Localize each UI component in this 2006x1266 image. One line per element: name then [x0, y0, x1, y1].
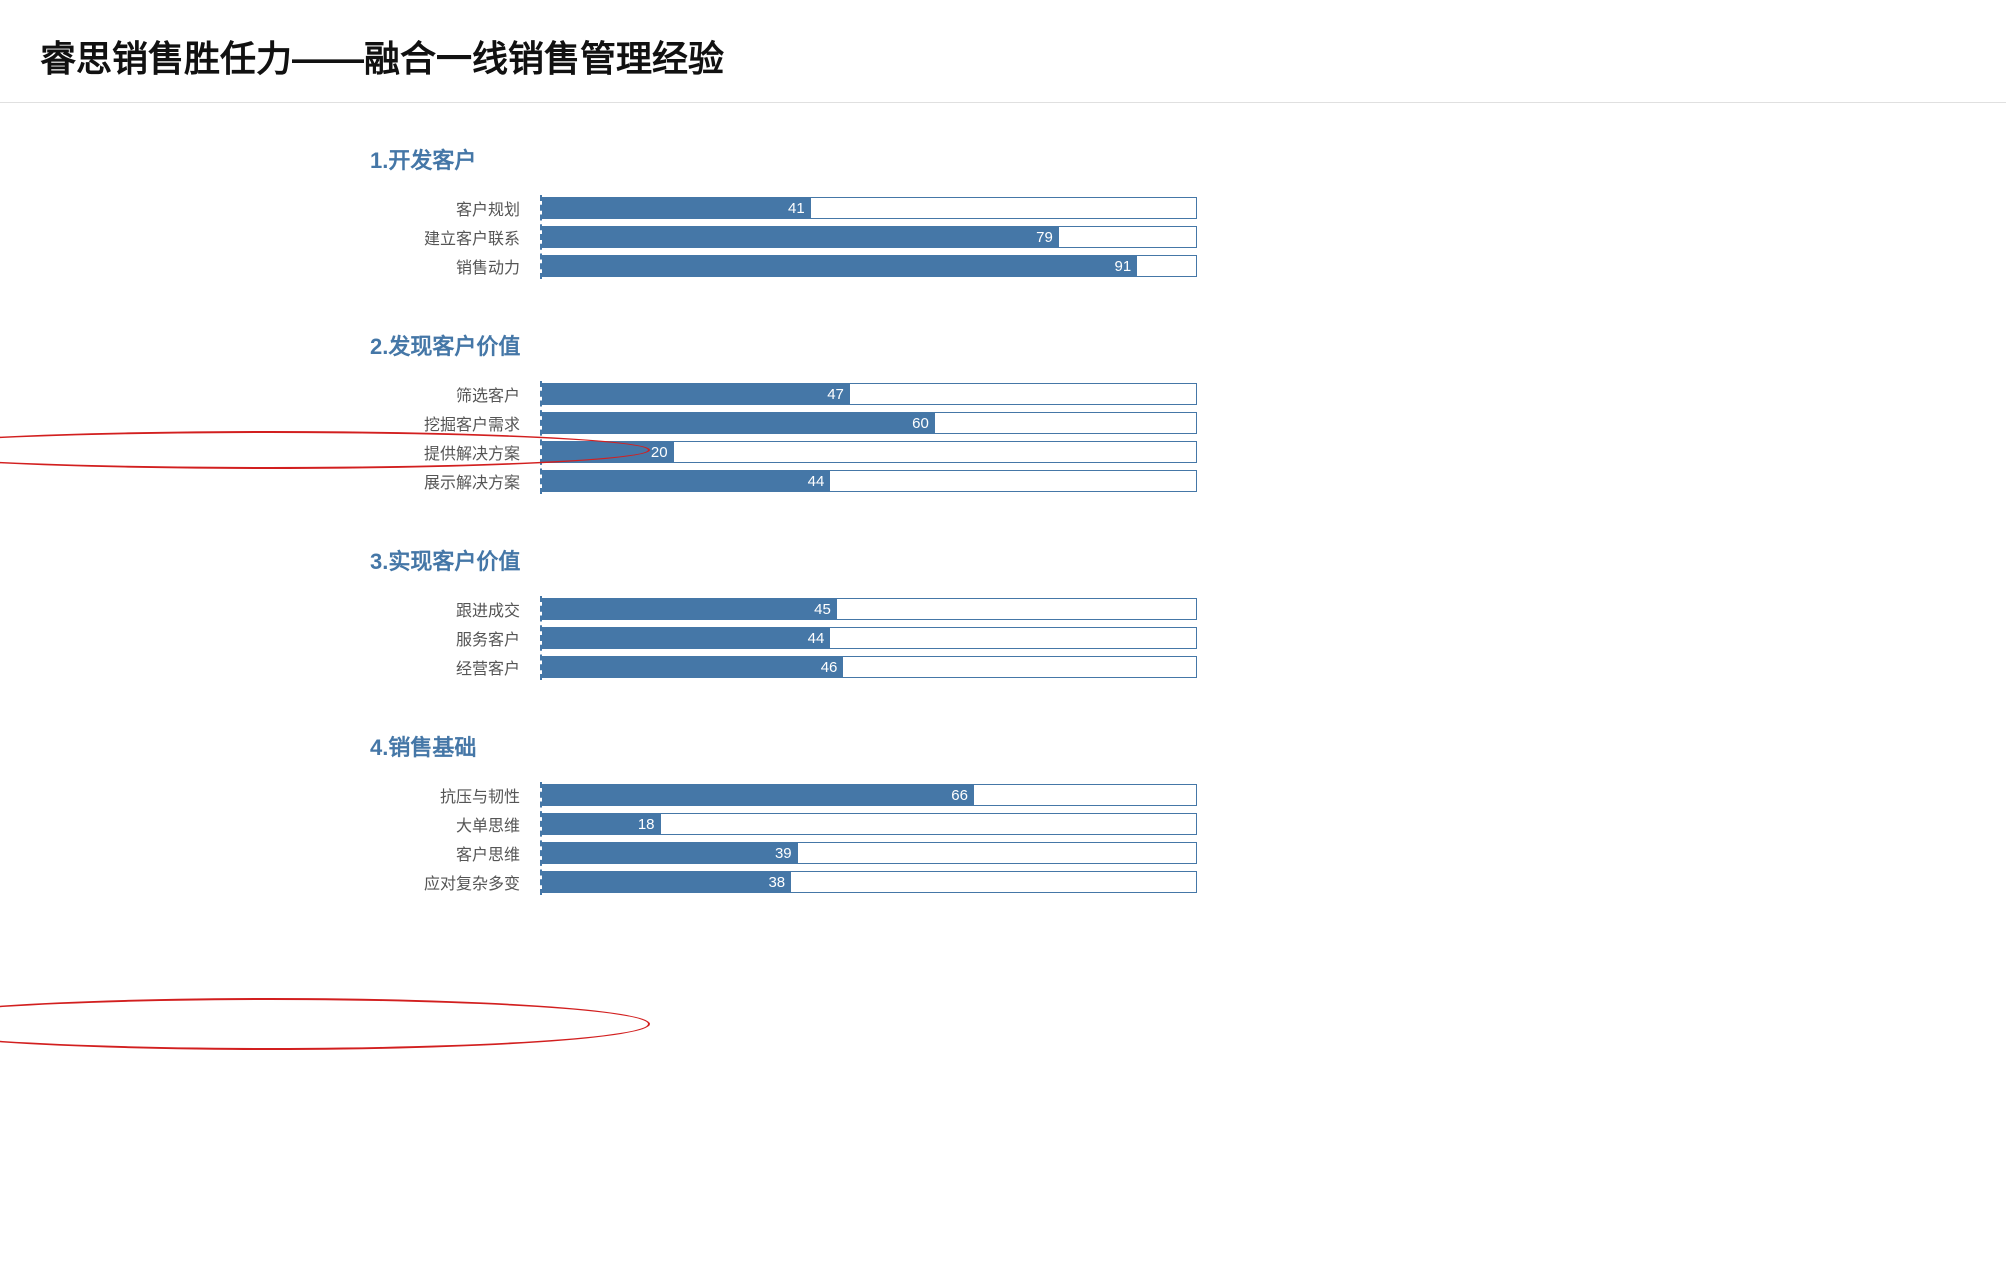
bar-label: 服务客户	[382, 626, 532, 650]
bar-track: 20	[542, 441, 1197, 463]
bar-fill: 44	[543, 471, 830, 491]
section-title: 4.销售基础	[370, 730, 1946, 762]
chart-section: 2.发现客户价值筛选客户47挖掘客户需求60提供解决方案20展示解决方案44	[370, 329, 1946, 494]
bar-fill: 44	[543, 628, 830, 648]
bar-fill: 60	[543, 413, 935, 433]
bar-label: 客户规划	[382, 196, 532, 220]
chart-section: 3.实现客户价值跟进成交45服务客户44经营客户46	[370, 544, 1946, 680]
bar-label: 提供解决方案	[382, 440, 532, 464]
page-header: 睿思销售胜任力——融合一线销售管理经验	[0, 0, 2006, 103]
bar-track: 45	[542, 598, 1197, 620]
bar-track: 18	[542, 813, 1197, 835]
section-title: 1.开发客户	[370, 143, 1946, 175]
bar-row: 客户规划41	[542, 195, 1946, 221]
bars-group: 抗压与韧性66 大单思维18 客户思维39 应对复杂多变38	[540, 782, 1946, 895]
bar-fill: 47	[543, 384, 850, 404]
bar-row: 抗压与韧性66	[542, 782, 1946, 808]
bar-row: 服务客户44	[542, 625, 1946, 651]
bar-row: 应对复杂多变38	[542, 869, 1946, 895]
bar-track: 79	[542, 226, 1197, 248]
bar-label: 抗压与韧性	[382, 783, 532, 807]
chart-section: 4.销售基础抗压与韧性66大单思维18客户思维39应对复杂多变38	[370, 730, 1946, 895]
bar-track: 38	[542, 871, 1197, 893]
bar-label: 客户思维	[382, 841, 532, 865]
bar-label: 建立客户联系	[382, 225, 532, 249]
bar-label: 经营客户	[382, 655, 532, 679]
bar-fill: 18	[543, 814, 661, 834]
bar-row: 大单思维18	[542, 811, 1946, 837]
bar-fill: 38	[543, 872, 791, 892]
bar-label: 销售动力	[382, 254, 532, 278]
chart-section: 1.开发客户客户规划41建立客户联系79销售动力91	[370, 143, 1946, 279]
bar-label: 跟进成交	[382, 597, 532, 621]
bar-fill: 79	[543, 227, 1059, 247]
bars-group: 筛选客户47 挖掘客户需求60 提供解决方案20 展示解决方案44	[540, 381, 1946, 494]
bar-track: 44	[542, 470, 1197, 492]
bar-row: 提供解决方案20	[542, 439, 1946, 465]
bar-track: 44	[542, 627, 1197, 649]
section-title: 3.实现客户价值	[370, 544, 1946, 576]
bar-row: 跟进成交45	[542, 596, 1946, 622]
bar-fill: 46	[543, 657, 843, 677]
bar-track: 66	[542, 784, 1197, 806]
bar-label: 大单思维	[382, 812, 532, 836]
bar-track: 60	[542, 412, 1197, 434]
bar-fill: 45	[543, 599, 837, 619]
bar-fill: 39	[543, 843, 798, 863]
bar-fill: 66	[543, 785, 974, 805]
section-title: 2.发现客户价值	[370, 329, 1946, 361]
bar-track: 91	[542, 255, 1197, 277]
bar-fill: 20	[543, 442, 674, 462]
bar-fill: 91	[543, 256, 1137, 276]
bar-row: 经营客户46	[542, 654, 1946, 680]
bar-fill: 41	[543, 198, 811, 218]
annotation-ellipse	[0, 998, 650, 1050]
bar-track: 39	[542, 842, 1197, 864]
bars-group: 客户规划41 建立客户联系79 销售动力91	[540, 195, 1946, 279]
bar-row: 展示解决方案44	[542, 468, 1946, 494]
bar-row: 销售动力91	[542, 253, 1946, 279]
bar-row: 挖掘客户需求60	[542, 410, 1946, 436]
bar-label: 展示解决方案	[382, 469, 532, 493]
bar-row: 建立客户联系79	[542, 224, 1946, 250]
bar-track: 47	[542, 383, 1197, 405]
bar-label: 应对复杂多变	[382, 870, 532, 894]
bar-track: 46	[542, 656, 1197, 678]
bar-row: 客户思维39	[542, 840, 1946, 866]
bar-label: 筛选客户	[382, 382, 532, 406]
bar-label: 挖掘客户需求	[382, 411, 532, 435]
bars-group: 跟进成交45 服务客户44 经营客户46	[540, 596, 1946, 680]
page-title: 睿思销售胜任力——融合一线销售管理经验	[40, 30, 1966, 82]
bar-row: 筛选客户47	[542, 381, 1946, 407]
bar-track: 41	[542, 197, 1197, 219]
chart-area: 1.开发客户客户规划41建立客户联系79销售动力912.发现客户价值筛选客户47…	[0, 103, 2006, 985]
